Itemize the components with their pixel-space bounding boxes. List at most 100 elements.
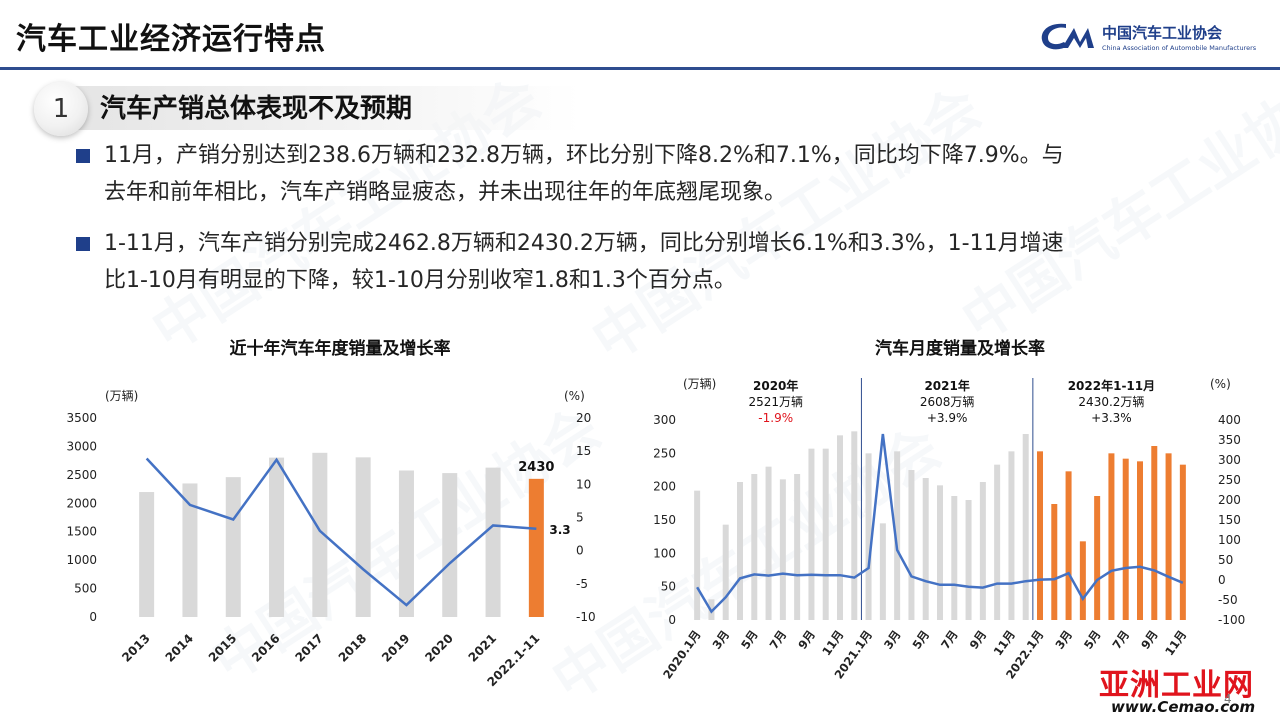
y-tick-label: 3500 bbox=[66, 411, 97, 425]
footer-brand-url: www.Cemao.com bbox=[1111, 698, 1256, 716]
annual-sales-chart: 近十年汽车年度销量及增长率 (万辆) (%) 0 500 1000 1500 2000 2… bbox=[66, 338, 595, 689]
caam-logo: 中国汽车工业协会 China Association of Automobile… bbox=[1038, 16, 1268, 62]
section-title: 汽车产销总体表现不及预期 bbox=[100, 94, 413, 124]
top-header: 汽车工业经济运行特点 中国汽车工业协会 China Association of… bbox=[0, 0, 1280, 70]
y2-tick-label: 0 bbox=[1218, 573, 1226, 587]
bullet-square-icon bbox=[76, 237, 90, 251]
x-tick-label: 2021 bbox=[466, 631, 500, 665]
bar bbox=[908, 470, 915, 620]
annual-chart-layer: 0 500 1000 1500 2000 2500 3000 3500 -10 -5 0 5 10 15 2… bbox=[66, 411, 595, 689]
x-tick-label: 7月 bbox=[938, 628, 961, 652]
bar bbox=[1179, 464, 1186, 620]
bar bbox=[528, 478, 544, 617]
bar bbox=[694, 490, 701, 620]
logo-chinese-name: 中国汽车工业协会 bbox=[1102, 24, 1223, 42]
y2-tick-label: -5 bbox=[576, 577, 588, 591]
bullet-item: 11月，产销分别达到238.6万辆和232.8万辆，环比分别下降8.2%和7.1… bbox=[76, 137, 1264, 211]
bar bbox=[1008, 451, 1015, 620]
bar bbox=[225, 477, 241, 617]
x-tick-label: 5月 bbox=[738, 628, 761, 652]
bar bbox=[1165, 453, 1172, 620]
y2-tick-label: 0 bbox=[576, 544, 584, 558]
header-divider bbox=[0, 67, 1280, 70]
bar bbox=[951, 496, 958, 620]
x-tick-label: 9月 bbox=[1138, 628, 1161, 652]
monthly-sales-chart: 汽车月度销量及增长率 (万辆) (%) 0 50 100 150 200 250 300 -1… bbox=[653, 338, 1245, 682]
y-tick-label: 1000 bbox=[66, 553, 97, 567]
bar bbox=[398, 470, 414, 617]
bar bbox=[808, 448, 815, 620]
bar bbox=[794, 474, 801, 620]
right-axis-unit: (%) bbox=[564, 389, 585, 403]
bar bbox=[312, 452, 328, 617]
chart-title: 近十年汽车年度销量及增长率 bbox=[230, 338, 451, 359]
bar bbox=[979, 482, 986, 620]
bullet-line: 去年和前年相比，汽车产销略显疲态，并未出现往年的年底翘尾现象。 bbox=[104, 180, 787, 205]
year-annotation-title: 2020年 bbox=[753, 378, 798, 393]
bar bbox=[1122, 458, 1129, 620]
year-annotation-volume: 2430.2万辆 bbox=[1078, 395, 1144, 409]
y2-tick-label: 150 bbox=[1218, 513, 1241, 527]
y2-tick-label: 350 bbox=[1218, 433, 1241, 447]
y2-tick-label: 20 bbox=[576, 411, 591, 425]
x-tick-label: 5月 bbox=[1081, 628, 1104, 652]
y2-tick-label: 300 bbox=[1218, 453, 1241, 467]
bar bbox=[779, 479, 786, 620]
page-number: 4 bbox=[1224, 692, 1232, 706]
bullet-item: 1-11月，汽车产销分别完成2462.8万辆和2430.2万辆，同比分别增长6.… bbox=[76, 225, 1264, 299]
data-label: 3.3 bbox=[549, 523, 570, 537]
x-tick-label: 2016 bbox=[249, 631, 283, 665]
y2-tick-label: -100 bbox=[1218, 613, 1245, 627]
bar bbox=[865, 453, 872, 620]
y2-tick-label: 10 bbox=[576, 477, 591, 491]
y2-tick-label: 200 bbox=[1218, 493, 1241, 507]
bar bbox=[822, 448, 829, 620]
bar bbox=[722, 524, 729, 620]
y2-tick-label: 250 bbox=[1218, 473, 1241, 487]
x-tick-label: 7月 bbox=[1110, 628, 1133, 652]
bar bbox=[269, 457, 285, 617]
footer-brand-name: 亚洲工业网 bbox=[1099, 668, 1254, 703]
bar bbox=[1079, 541, 1086, 620]
logo-english-name: China Association of Automobile Manufact… bbox=[1102, 44, 1257, 52]
bar bbox=[937, 485, 943, 620]
y-tick-label: 500 bbox=[74, 582, 97, 596]
bar bbox=[879, 523, 886, 620]
x-tick-label: 11月 bbox=[1162, 628, 1189, 659]
bar bbox=[355, 457, 371, 617]
y-tick-label: 50 bbox=[661, 580, 676, 594]
x-tick-label: 11月 bbox=[819, 628, 846, 659]
bullet-line: 比1-10月有明显的下降，较1-10月分别收窄1.8和1.3个百分点。 bbox=[104, 268, 736, 293]
bar bbox=[994, 464, 1001, 620]
y-tick-label: 300 bbox=[653, 413, 676, 427]
page-title: 汽车工业经济运行特点 bbox=[16, 22, 326, 57]
x-tick-label: 2019 bbox=[379, 631, 413, 665]
section-number: 1 bbox=[52, 94, 70, 124]
bar bbox=[837, 435, 843, 620]
x-tick-label: 7月 bbox=[767, 628, 790, 652]
bar bbox=[1108, 453, 1115, 620]
bar bbox=[1051, 504, 1058, 620]
x-tick-label: 2014 bbox=[163, 631, 197, 665]
x-tick-label: 2020.1月 bbox=[660, 628, 704, 682]
section-title-band bbox=[60, 86, 580, 130]
bar bbox=[737, 482, 743, 620]
y-tick-label: 2500 bbox=[66, 468, 97, 482]
year-annotation-volume: 2521万辆 bbox=[748, 395, 803, 409]
x-tick-label: 2017 bbox=[292, 631, 326, 665]
bullet-line: 11月，产销分别达到238.6万辆和232.8万辆，环比分别下降8.2%和7.1… bbox=[104, 143, 1064, 168]
y-tick-label: 0 bbox=[668, 613, 676, 627]
left-axis-unit: (万辆) bbox=[105, 389, 138, 403]
x-tick-label: 9月 bbox=[795, 628, 818, 652]
growth-rate-line bbox=[696, 433, 1184, 614]
monthly-chart-layer: 0 50 100 150 200 250 300 -100 -50 0 50 100 150 200 250… bbox=[653, 378, 1245, 682]
y-tick-label: 1500 bbox=[66, 525, 97, 539]
bar bbox=[765, 466, 772, 620]
year-annotation-title: 2022年1-11月 bbox=[1068, 378, 1155, 393]
y2-tick-label: 100 bbox=[1218, 533, 1241, 547]
y2-tick-label: 400 bbox=[1218, 413, 1241, 427]
y-tick-label: 0 bbox=[89, 610, 97, 624]
year-annotation-growth: +3.3% bbox=[1091, 411, 1132, 425]
bar bbox=[965, 500, 972, 620]
section-number-badge: 1 bbox=[34, 82, 88, 136]
